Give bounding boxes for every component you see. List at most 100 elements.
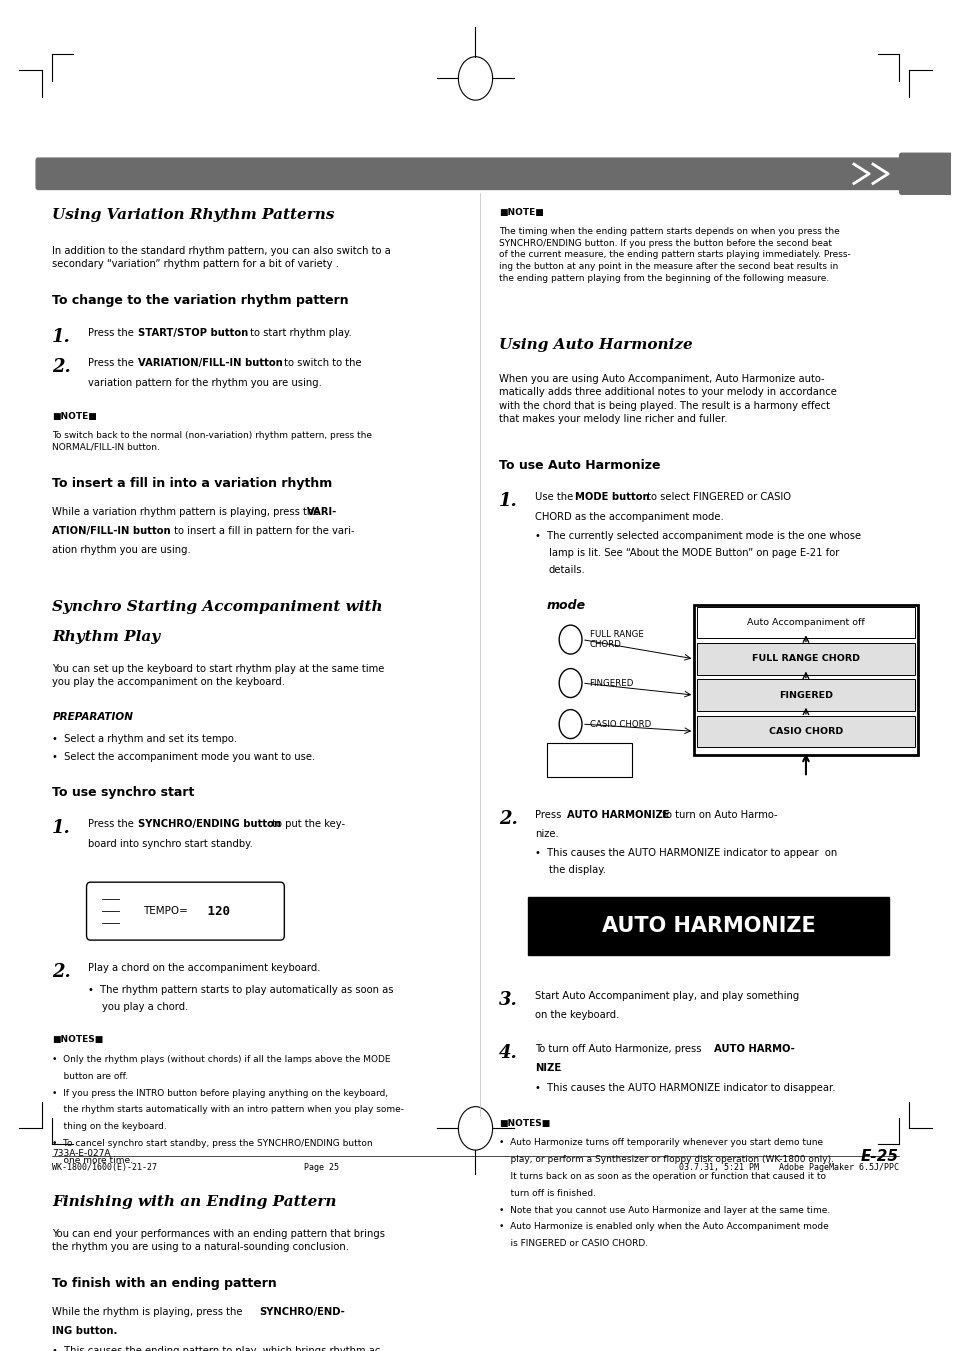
Text: 2.: 2. <box>498 809 517 828</box>
Text: Start Auto Accompaniment play, and play something: Start Auto Accompaniment play, and play … <box>535 990 799 1001</box>
Text: ■NOTE■: ■NOTE■ <box>498 208 543 216</box>
Text: To use Auto Harmonize: To use Auto Harmonize <box>498 458 660 471</box>
Text: Using Auto Harmonize: Using Auto Harmonize <box>498 338 692 351</box>
Text: Play a chord on the accompaniment keyboard.: Play a chord on the accompaniment keyboa… <box>89 963 320 973</box>
Text: MODE button: MODE button <box>575 492 649 503</box>
Text: AUTO HARMO-: AUTO HARMO- <box>714 1044 794 1054</box>
Text: FINGERED: FINGERED <box>589 678 634 688</box>
Text: 733A-E-027A: 733A-E-027A <box>52 1148 111 1158</box>
Text: WK-1800/1600(E)-21-27: WK-1800/1600(E)-21-27 <box>52 1163 157 1173</box>
Text: •  This causes the ending pattern to play, which brings rhythm ac-: • This causes the ending pattern to play… <box>52 1346 384 1351</box>
Text: VARI-: VARI- <box>307 507 337 517</box>
Text: To finish with an ending pattern: To finish with an ending pattern <box>52 1277 276 1290</box>
Text: The timing when the ending pattern starts depends on when you press the
SYNCHRO/: The timing when the ending pattern start… <box>498 227 850 284</box>
Text: ■NOTES■: ■NOTES■ <box>52 1035 104 1044</box>
Text: you play a chord.: you play a chord. <box>102 1001 188 1012</box>
Text: To insert a fill in into a variation rhythm: To insert a fill in into a variation rhy… <box>52 477 333 489</box>
Text: thing on the keyboard.: thing on the keyboard. <box>52 1123 167 1131</box>
Text: SYNCHRO/ENDING button: SYNCHRO/ENDING button <box>138 820 280 830</box>
Text: To switch back to the normal (non-variation) rhythm pattern, press the
NORMAL/FI: To switch back to the normal (non-variat… <box>52 431 372 451</box>
Text: To change to the variation rhythm pattern: To change to the variation rhythm patter… <box>52 295 349 308</box>
Text: When you are using Auto Accompaniment, Auto Harmonize auto-
matically adds three: When you are using Auto Accompaniment, A… <box>498 374 836 424</box>
FancyBboxPatch shape <box>694 605 917 755</box>
Text: nize.: nize. <box>535 830 558 839</box>
Text: to switch to the: to switch to the <box>280 358 361 369</box>
Text: •  Select a rhythm and set its tempo.: • Select a rhythm and set its tempo. <box>52 734 237 744</box>
Text: details.: details. <box>548 565 585 574</box>
Text: 120: 120 <box>199 905 230 917</box>
Text: PREPARATION: PREPARATION <box>52 712 133 721</box>
Text: While a variation rhythm pattern is playing, press the: While a variation rhythm pattern is play… <box>52 507 322 517</box>
Text: •  Select the accompaniment mode you want to use.: • Select the accompaniment mode you want… <box>52 753 315 762</box>
FancyBboxPatch shape <box>87 882 284 940</box>
Text: ING button.: ING button. <box>52 1327 117 1336</box>
Text: VARIATION/FILL-IN button: VARIATION/FILL-IN button <box>138 358 282 369</box>
Text: the rhythm starts automatically with an intro pattern when you play some-: the rhythm starts automatically with an … <box>52 1105 404 1115</box>
Text: Press the: Press the <box>89 328 137 338</box>
Text: 1.: 1. <box>498 492 517 511</box>
Text: Page 25: Page 25 <box>304 1163 339 1173</box>
Text: TEMPO=: TEMPO= <box>143 907 188 916</box>
Text: •  Only the rhythm plays (without chords) if all the lamps above the MODE: • Only the rhythm plays (without chords)… <box>52 1055 391 1063</box>
Text: lamp is lit. See “About the MODE Button” on page E-21 for: lamp is lit. See “About the MODE Button”… <box>548 549 839 558</box>
Text: •  This causes the AUTO HARMONIZE indicator to disappear.: • This causes the AUTO HARMONIZE indicat… <box>535 1082 835 1093</box>
Text: to turn on Auto Harmo-: to turn on Auto Harmo- <box>659 809 777 820</box>
Text: turn off is finished.: turn off is finished. <box>498 1189 596 1198</box>
Text: AUTO HARMONIZE: AUTO HARMONIZE <box>601 916 815 936</box>
Text: SYNCHRO/END-: SYNCHRO/END- <box>259 1306 345 1317</box>
Text: on the keyboard.: on the keyboard. <box>535 1011 619 1020</box>
Text: You can set up the keyboard to start rhythm play at the same time
you play the a: You can set up the keyboard to start rhy… <box>52 663 384 686</box>
Text: one more time.: one more time. <box>52 1156 133 1165</box>
Text: Use the: Use the <box>535 492 577 503</box>
FancyBboxPatch shape <box>527 897 888 955</box>
Text: While the rhythm is playing, press the: While the rhythm is playing, press the <box>52 1306 246 1317</box>
Text: Press the: Press the <box>89 820 137 830</box>
Text: To use synchro start: To use synchro start <box>52 786 194 798</box>
Text: FULL RANGE
CHORD: FULL RANGE CHORD <box>589 630 643 650</box>
Text: .: . <box>558 1063 562 1073</box>
Text: Press the: Press the <box>89 358 137 369</box>
Text: 1.: 1. <box>52 328 71 346</box>
Text: FINGERED: FINGERED <box>779 690 832 700</box>
Text: •  If you press the INTRO button before playing anything on the keyboard,: • If you press the INTRO button before p… <box>52 1089 388 1097</box>
Text: Rhythm Play: Rhythm Play <box>52 630 160 644</box>
FancyBboxPatch shape <box>546 743 632 777</box>
Text: 03.7.31, 5:21 PM    Adobe PageMaker 6.5J/PPC: 03.7.31, 5:21 PM Adobe PageMaker 6.5J/PP… <box>678 1163 898 1173</box>
Text: board into synchro start standby.: board into synchro start standby. <box>89 839 253 848</box>
Text: Press: Press <box>535 809 564 820</box>
Text: •  To cancel synchro start standby, press the SYNCHRO/ENDING button: • To cancel synchro start standby, press… <box>52 1139 373 1148</box>
Text: 2.: 2. <box>52 358 71 377</box>
Text: In addition to the standard rhythm pattern, you can also switch to a
secondary “: In addition to the standard rhythm patte… <box>52 246 391 269</box>
Text: to put the key-: to put the key- <box>269 820 345 830</box>
Text: Auto Accompaniment off: Auto Accompaniment off <box>746 619 864 627</box>
Text: is FINGERED or CASIO CHORD.: is FINGERED or CASIO CHORD. <box>498 1239 648 1248</box>
FancyBboxPatch shape <box>697 643 914 674</box>
Text: Using Variation Rhythm Patterns: Using Variation Rhythm Patterns <box>52 208 335 222</box>
Text: 3.: 3. <box>498 990 517 1009</box>
Text: 1.: 1. <box>52 820 71 838</box>
Text: •  This causes the AUTO HARMONIZE indicator to appear  on: • This causes the AUTO HARMONIZE indicat… <box>535 848 837 858</box>
Text: FULL RANGE CHORD: FULL RANGE CHORD <box>751 654 859 663</box>
Text: ATION/FILL-IN button: ATION/FILL-IN button <box>52 526 171 536</box>
Text: •  Auto Harmonize is enabled only when the Auto Accompaniment mode: • Auto Harmonize is enabled only when th… <box>498 1223 828 1232</box>
Text: CASIO CHORD: CASIO CHORD <box>768 727 842 736</box>
Text: •  The currently selected accompaniment mode is the one whose: • The currently selected accompaniment m… <box>535 531 861 540</box>
Text: •  The rhythm pattern starts to play automatically as soon as: • The rhythm pattern starts to play auto… <box>89 985 394 994</box>
Text: Finishing with an Ending Pattern: Finishing with an Ending Pattern <box>52 1194 336 1209</box>
FancyBboxPatch shape <box>36 158 904 189</box>
Text: mode: mode <box>546 598 585 612</box>
Text: variation pattern for the rhythm you are using.: variation pattern for the rhythm you are… <box>89 378 322 388</box>
Text: to start rhythm play.: to start rhythm play. <box>247 328 352 338</box>
FancyBboxPatch shape <box>697 716 914 747</box>
Text: You can end your performances with an ending pattern that brings
the rhythm you : You can end your performances with an en… <box>52 1228 385 1252</box>
Text: E-25: E-25 <box>860 1148 898 1163</box>
Text: To turn off Auto Harmonize, press: To turn off Auto Harmonize, press <box>535 1044 704 1054</box>
Text: START/STOP button: START/STOP button <box>138 328 248 338</box>
Text: ■NOTES■: ■NOTES■ <box>498 1119 550 1128</box>
Text: •  Auto Harmonize turns off temporarily whenever you start demo tune: • Auto Harmonize turns off temporarily w… <box>498 1138 822 1147</box>
FancyBboxPatch shape <box>697 607 914 639</box>
Text: CASIO CHORD: CASIO CHORD <box>589 720 650 728</box>
Text: •  Note that you cannot use Auto Harmonize and layer at the same time.: • Note that you cannot use Auto Harmoniz… <box>498 1205 830 1215</box>
Text: NIZE: NIZE <box>535 1063 561 1073</box>
Text: button are off.: button are off. <box>52 1071 129 1081</box>
